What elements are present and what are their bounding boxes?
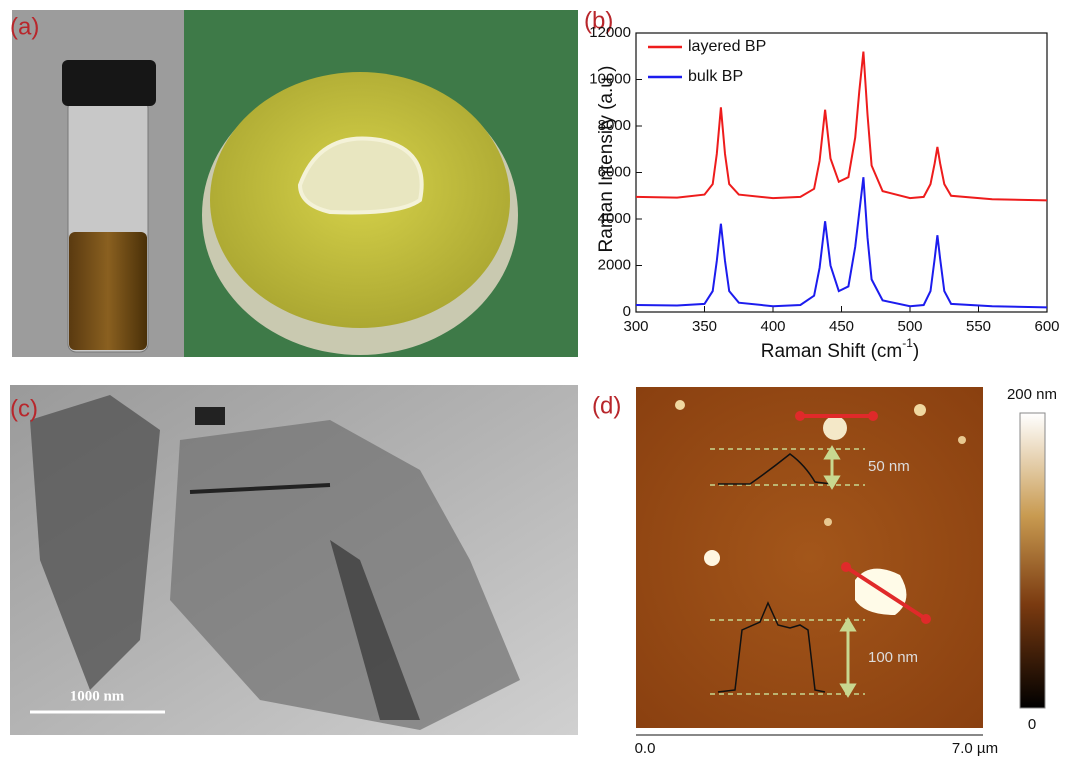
y-tick-label: 4000 — [598, 210, 631, 227]
x-axis-label: Raman Shift (cm-1) — [761, 336, 919, 362]
afm-image — [636, 387, 1046, 736]
colorbar-min-label: 0 — [1028, 716, 1036, 733]
x-tick-label: 450 — [829, 318, 854, 335]
y-tick-label: 2000 — [598, 256, 631, 273]
profile-height-label: 50 nm — [868, 458, 910, 475]
y-axis-label: Raman Intensity (a.u.) — [596, 66, 617, 253]
photo-a — [12, 10, 578, 357]
tem-image — [10, 385, 578, 735]
x-tick-label: 500 — [897, 318, 922, 335]
axis-end-label: 7.0 µm — [952, 740, 998, 757]
y-tick-label: 10000 — [589, 70, 631, 87]
x-axis-label-text: Raman Shift (cm — [761, 341, 902, 362]
legend-label: bulk BP — [688, 68, 743, 85]
raman-chart: 300 350 400 450 500 550 6000200040006000800010… — [589, 24, 1059, 335]
y-tick-label: 12000 — [589, 24, 631, 41]
x-axis-label-sup: -1 — [902, 336, 913, 350]
x-tick-label: 400 — [760, 318, 785, 335]
x-axis-label-end: ) — [913, 341, 919, 362]
panel-label: (b) — [584, 7, 613, 34]
axis-start-label: 0.0 — [635, 740, 656, 757]
profile-height-label: 100 nm — [868, 649, 918, 666]
panel-label: (d) — [592, 392, 621, 419]
x-tick-label: 600 — [1034, 318, 1059, 335]
y-tick-label: 6000 — [598, 163, 631, 180]
series-line — [635, 51, 1048, 202]
y-tick-label: 0 — [623, 303, 631, 320]
scale-bar-label: 1000 nm — [70, 688, 125, 704]
panel-label: (c) — [10, 395, 38, 422]
y-tick-label: 8000 — [598, 117, 631, 134]
series-line — [635, 177, 1048, 309]
legend-label: layered BP — [688, 38, 766, 55]
panel-label: (a) — [10, 13, 39, 40]
colorbar-max-label: 200 nm — [1007, 386, 1057, 403]
x-tick-label: 550 — [966, 318, 991, 335]
x-tick-label: 300 — [623, 318, 648, 335]
x-tick-label: 350 — [692, 318, 717, 335]
